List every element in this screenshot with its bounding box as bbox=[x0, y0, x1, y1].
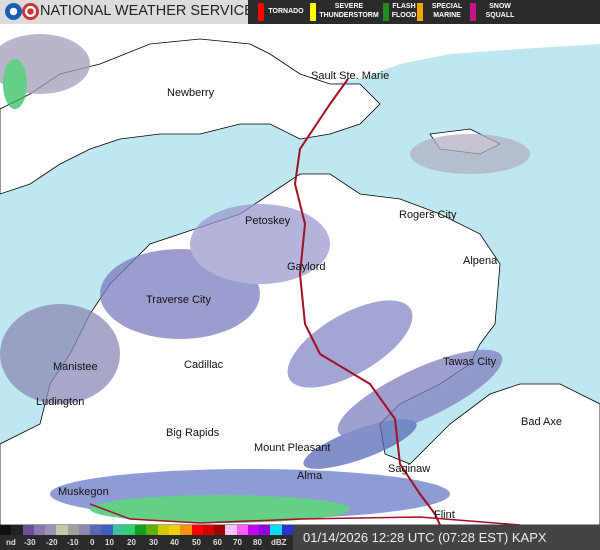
color-swatch bbox=[191, 525, 203, 535]
color-swatch bbox=[123, 525, 136, 535]
city-label: Muskegon bbox=[58, 486, 109, 498]
legend-tick: -10 bbox=[67, 538, 79, 547]
warning-label: SNOW SQUALL bbox=[485, 3, 515, 19]
station-id: KAPX bbox=[511, 530, 547, 545]
color-swatch bbox=[11, 525, 23, 535]
warning-label: FLASH FLOOD bbox=[391, 3, 417, 19]
color-swatch bbox=[0, 525, 12, 535]
legend-tick: 40 bbox=[170, 538, 179, 547]
color-swatch bbox=[180, 525, 192, 535]
nws-logo-icon bbox=[22, 3, 39, 20]
color-swatch bbox=[157, 525, 169, 535]
color-swatch bbox=[67, 525, 79, 535]
legend-tick: 0 bbox=[90, 538, 95, 547]
color-swatch bbox=[101, 525, 113, 535]
color-swatch bbox=[270, 525, 282, 535]
city-label: Alpena bbox=[463, 255, 498, 267]
color-swatch bbox=[214, 525, 226, 535]
city-label: Petoskey bbox=[245, 215, 291, 227]
color-swatch bbox=[281, 525, 293, 535]
timestamp: 01/14/2026 12:28 UTC (07:28 EST) bbox=[303, 530, 509, 545]
interstate-highway bbox=[293, 78, 441, 525]
legend-tick: 10 bbox=[105, 538, 114, 547]
color-swatch bbox=[225, 525, 237, 535]
legend-tick: 20 bbox=[127, 538, 136, 547]
city-label: Big Rapids bbox=[166, 427, 220, 439]
warning-label: SEVERE THUNDERSTORM bbox=[319, 3, 379, 19]
color-swatch bbox=[112, 525, 124, 535]
legend-tick: 30 bbox=[149, 538, 158, 547]
color-swatch bbox=[247, 525, 260, 535]
warning-swatch bbox=[383, 3, 389, 21]
page-title: NATIONAL WEATHER SERVICE bbox=[40, 3, 254, 19]
warning-swatch bbox=[417, 3, 423, 21]
legend-tick: 70 bbox=[233, 538, 242, 547]
color-swatch bbox=[202, 525, 215, 535]
color-swatch bbox=[33, 525, 46, 535]
warning-legend: TORNADO SEVERE THUNDERSTORM FLASH FLOOD SPE… bbox=[248, 0, 600, 24]
reflectivity-legend: nd -30 -20 -10 0 10 20 30 40 50 60 70 80 dBZ bbox=[0, 525, 293, 550]
legend-tick: dBZ bbox=[271, 538, 287, 547]
legend-tick: -20 bbox=[46, 538, 58, 547]
city-label: Alma bbox=[297, 470, 323, 482]
color-swatch bbox=[78, 525, 91, 535]
city-label: Rogers City bbox=[399, 209, 457, 221]
color-swatch bbox=[236, 525, 248, 535]
city-label: Gaylord bbox=[287, 261, 326, 273]
legend-tick: -30 bbox=[24, 538, 36, 547]
city-label: Manistee bbox=[53, 361, 98, 373]
legend-tick: 50 bbox=[192, 538, 201, 547]
legend-tick: 80 bbox=[253, 538, 262, 547]
city-label: Ludington bbox=[36, 396, 85, 408]
color-swatch bbox=[22, 525, 34, 535]
city-label: Cadillac bbox=[184, 359, 224, 371]
city-label: Bad Axe bbox=[521, 416, 562, 428]
timestamp-bar: 01/14/2026 12:28 UTC (07:28 EST) KAPX bbox=[293, 525, 600, 550]
color-swatch bbox=[45, 525, 57, 535]
noaa-logo-icon bbox=[5, 3, 22, 20]
color-swatch bbox=[168, 525, 181, 535]
city-label: Mount Pleasant bbox=[254, 442, 331, 454]
city-label: Tawas City bbox=[443, 356, 497, 368]
legend-tick: 60 bbox=[213, 538, 222, 547]
city-label: Newberry bbox=[167, 87, 215, 99]
color-swatch bbox=[135, 525, 147, 535]
color-swatch bbox=[146, 525, 158, 535]
interstate-highway bbox=[89, 503, 521, 525]
color-swatch bbox=[56, 525, 68, 535]
radar-map[interactable] bbox=[0, 24, 600, 525]
radar-echoes bbox=[0, 34, 530, 523]
color-scale bbox=[0, 525, 293, 535]
legend-tick: nd bbox=[6, 538, 16, 547]
color-swatch bbox=[259, 525, 271, 535]
city-label: Flint bbox=[434, 509, 455, 521]
city-label: Sault Ste. Marie bbox=[311, 70, 390, 82]
city-label: Saginaw bbox=[388, 463, 431, 475]
color-swatch bbox=[90, 525, 102, 535]
warning-swatch bbox=[470, 3, 476, 21]
warning-swatch bbox=[258, 3, 264, 21]
warning-label: TORNADO bbox=[268, 8, 304, 15]
warning-swatch bbox=[310, 3, 316, 21]
warning-label: SPECIAL MARINE bbox=[431, 3, 463, 19]
city-label: Traverse City bbox=[146, 294, 211, 306]
